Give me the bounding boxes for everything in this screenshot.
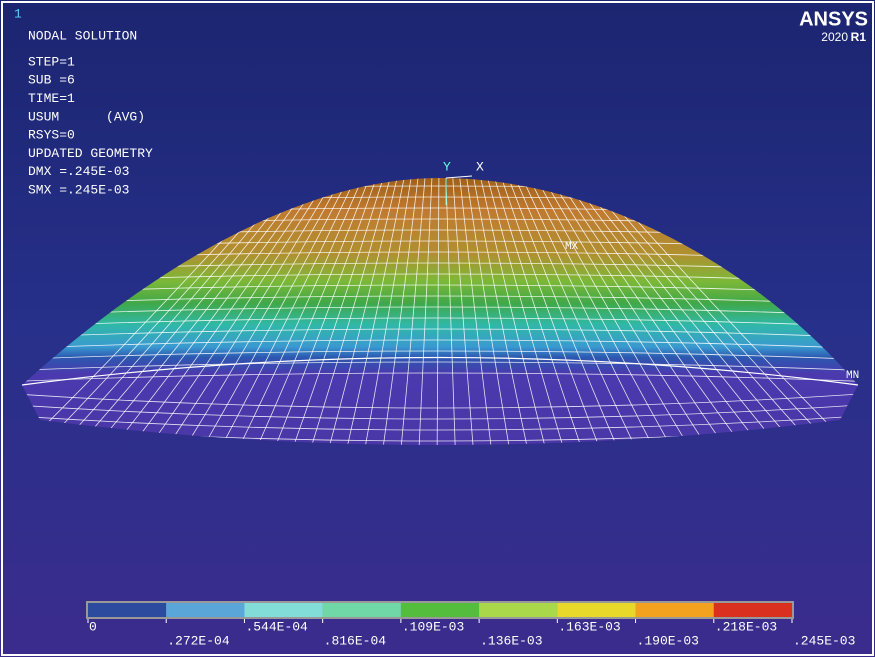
legend-swatch xyxy=(401,603,479,617)
legend-label: .218E-03 xyxy=(715,619,777,634)
axis-y-label: Y xyxy=(443,159,451,174)
legend-label: .816E-04 xyxy=(324,633,387,648)
legend-swatch xyxy=(714,603,792,617)
info-line: DMX =.245E-03 xyxy=(28,164,129,179)
legend-label: .163E-03 xyxy=(558,619,620,634)
legend-swatch xyxy=(557,603,635,617)
axis-x-label: X xyxy=(476,159,484,174)
info-line: RSYS=0 xyxy=(28,128,75,143)
info-line: SUB =6 xyxy=(28,73,75,88)
legend-label: .272E-04 xyxy=(167,633,230,648)
legend-swatch xyxy=(323,603,401,617)
legend-label: .544E-04 xyxy=(245,619,308,634)
legend-label: .109E-03 xyxy=(402,619,464,634)
window-number: 1 xyxy=(14,6,22,21)
info-line: SMX =.245E-03 xyxy=(28,183,129,198)
legend-label: .190E-03 xyxy=(637,633,699,648)
max-label: MX xyxy=(565,241,579,253)
min-label: MN xyxy=(846,370,859,382)
info-title: NODAL SOLUTION xyxy=(28,28,137,43)
info-line: STEP=1 xyxy=(28,54,75,69)
legend-label: 0 xyxy=(89,619,97,634)
legend-label: .136E-03 xyxy=(480,633,542,648)
legend-swatch xyxy=(244,603,322,617)
legend-swatch xyxy=(166,603,244,617)
logo-brand: ANSYS xyxy=(799,8,868,30)
page: 1 ANSYS 2020 R1 NODAL SOLUTION STEP=1 SUB… xyxy=(0,0,875,657)
legend-label: .245E-03 xyxy=(793,633,855,648)
logo-version: 2020 xyxy=(821,30,848,44)
legend-swatch xyxy=(88,603,166,617)
legend-swatch xyxy=(636,603,714,617)
info-line: TIME=1 xyxy=(28,91,75,106)
info-line: USUM (AVG) xyxy=(28,109,145,124)
info-line: UPDATED GEOMETRY xyxy=(28,146,153,161)
legend-swatch xyxy=(479,603,557,617)
graphics-window: 1 ANSYS 2020 R1 NODAL SOLUTION STEP=1 SUB… xyxy=(0,0,875,657)
logo-release: R1 xyxy=(851,30,867,44)
